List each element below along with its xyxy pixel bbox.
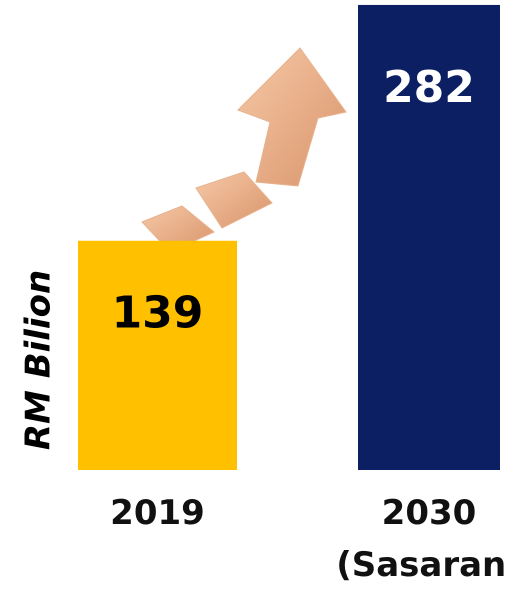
arrow-decoration (141, 47, 347, 253)
x-tick-label: 2019 (110, 493, 205, 533)
bar (78, 240, 237, 470)
x-tick-label: 2030 (Sasaran) (336, 493, 508, 585)
bar (358, 4, 500, 471)
y-axis-label: RM Bilion (19, 270, 59, 450)
value-label: 282 (383, 62, 475, 113)
value-label: 139 (112, 287, 204, 338)
